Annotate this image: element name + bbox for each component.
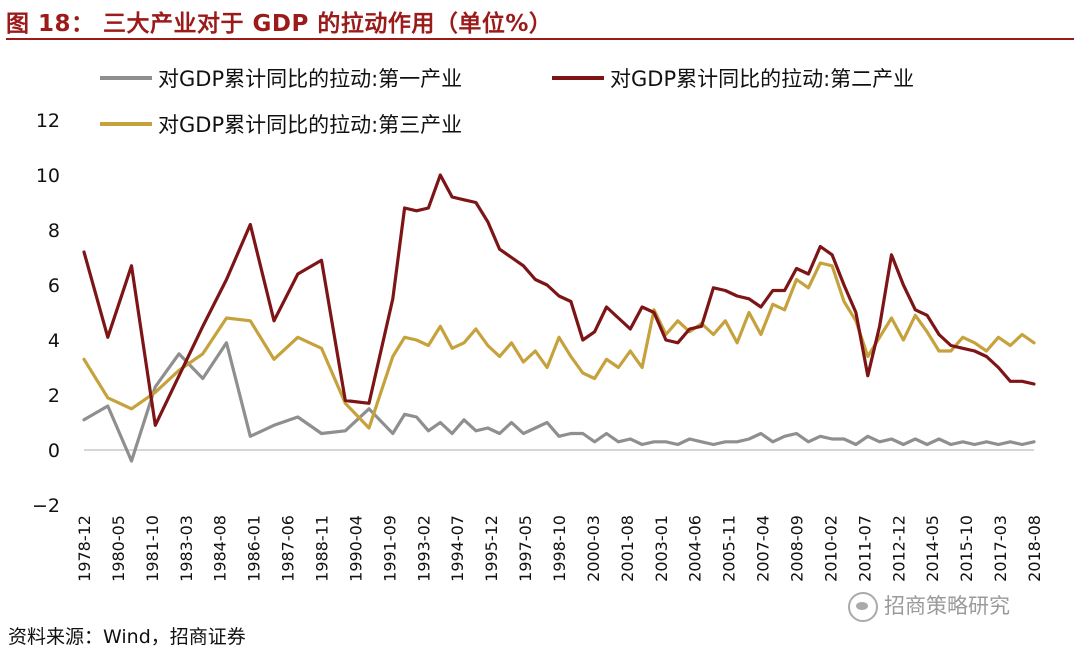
legend: 对GDP累计同比的拉动:第一产业 对GDP累计同比的拉动:第二产业 对GDP累计…	[100, 67, 914, 137]
x-tick-label: 1994-07	[448, 515, 467, 582]
x-tick-label: 2004-06	[686, 515, 705, 582]
x-tick-label: 2018-08	[1025, 515, 1044, 582]
line-chart: −2 0 2 4 6 8 10 12 1978-12 1980-05 1981-10 1983-03…	[32, 67, 1044, 582]
y-axis: −2 0 2 4 6 8 10 12	[32, 110, 60, 517]
watermark-text: 招商策略研究	[884, 594, 1010, 618]
x-tick-label: 2011-07	[855, 515, 874, 582]
y-tick-label: 0	[48, 440, 60, 462]
x-tick-label: 2010-02	[821, 515, 840, 582]
x-tick-label: 2015-10	[957, 515, 976, 582]
legend-label-secondary: 对GDP累计同比的拉动:第二产业	[610, 67, 914, 91]
x-tick-label: 2008-09	[788, 515, 807, 582]
x-tick-label: 1984-08	[211, 515, 230, 582]
x-tick-label: 2012-12	[889, 515, 908, 582]
figure-title: 图 18： 三大产业对于 GDP 的拉动作用（单位%）	[6, 11, 553, 37]
x-tick-label: 1991-09	[380, 515, 399, 582]
x-tick-label: 1995-12	[482, 515, 501, 582]
x-tick-label: 1986-01	[245, 515, 264, 582]
x-tick-label: 2000-03	[584, 515, 603, 582]
x-tick-label: 2005-11	[720, 515, 739, 582]
x-tick-label: 1990-04	[346, 515, 365, 582]
series-layer	[82, 173, 1036, 463]
x-tick-label: 1988-11	[313, 515, 332, 582]
x-tick-label: 1998-10	[550, 515, 569, 582]
wechat-icon	[848, 592, 878, 622]
x-tick-label: 1980-05	[109, 515, 128, 582]
legend-label-tertiary: 对GDP累计同比的拉动:第三产业	[158, 113, 462, 137]
source-note: 资料来源：Wind，招商证券	[8, 626, 246, 648]
y-tick-label: −2	[32, 495, 60, 517]
y-tick-label: 2	[48, 385, 60, 407]
x-tick-label: 1983-03	[177, 515, 196, 582]
y-tick-label: 6	[48, 275, 60, 297]
x-tick-label: 1978-12	[75, 515, 94, 582]
x-tick-label: 2001-08	[618, 515, 637, 582]
legend-label-primary: 对GDP累计同比的拉动:第一产业	[158, 67, 462, 91]
x-axis: 1978-12 1980-05 1981-10 1983-03 1984-08 1986-…	[75, 449, 1044, 582]
secondary-sector-line	[82, 173, 1036, 427]
x-tick-label: 1987-06	[279, 515, 298, 582]
y-tick-label: 10	[36, 165, 60, 187]
x-tick-label: 2017-03	[991, 515, 1010, 582]
watermark: 招商策略研究	[848, 590, 1010, 622]
title-rule	[6, 38, 1074, 40]
tertiary-sector-line	[82, 261, 1036, 430]
y-tick-label: 8	[48, 220, 60, 242]
x-tick-label: 2003-01	[652, 515, 671, 582]
y-tick-label: 12	[36, 110, 60, 132]
y-tick-label: 4	[48, 330, 60, 352]
x-tick-label: 1997-05	[516, 515, 535, 582]
x-tick-label: 2007-04	[754, 515, 773, 582]
x-tick-label: 1981-10	[143, 515, 162, 582]
x-tick-label: 2014-05	[923, 515, 942, 582]
x-tick-label: 1993-02	[414, 515, 433, 582]
primary-sector-line	[82, 341, 1036, 463]
